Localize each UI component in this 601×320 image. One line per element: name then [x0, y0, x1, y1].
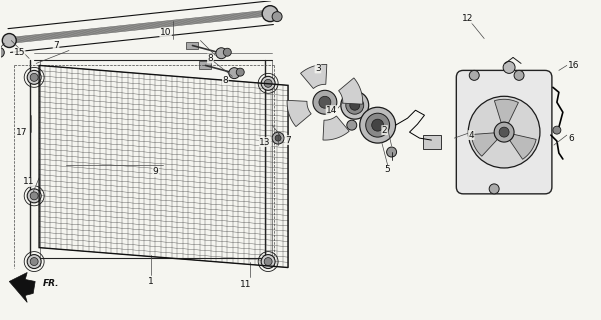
- Circle shape: [319, 96, 331, 108]
- Circle shape: [264, 258, 272, 266]
- Text: 1: 1: [148, 277, 153, 286]
- Text: 13: 13: [260, 138, 271, 147]
- Polygon shape: [323, 116, 349, 140]
- Circle shape: [386, 147, 397, 157]
- Circle shape: [229, 68, 240, 79]
- Circle shape: [469, 70, 479, 80]
- Circle shape: [553, 126, 561, 134]
- Text: FR.: FR.: [43, 279, 59, 288]
- Bar: [200, 61, 212, 69]
- Text: 6: 6: [568, 133, 574, 143]
- Circle shape: [262, 6, 278, 22]
- Circle shape: [350, 100, 360, 110]
- Text: 11: 11: [23, 177, 35, 187]
- Circle shape: [30, 192, 38, 200]
- Circle shape: [514, 70, 524, 80]
- Circle shape: [366, 113, 389, 137]
- Bar: [424, 135, 441, 149]
- Text: 15: 15: [13, 48, 25, 57]
- Circle shape: [313, 90, 337, 114]
- Polygon shape: [495, 99, 519, 123]
- Circle shape: [272, 12, 282, 22]
- Text: 7: 7: [53, 41, 59, 50]
- Circle shape: [30, 73, 38, 81]
- Text: 3: 3: [315, 64, 321, 73]
- Circle shape: [347, 120, 357, 130]
- Polygon shape: [338, 78, 363, 104]
- Circle shape: [346, 96, 364, 114]
- Text: 11: 11: [239, 280, 251, 289]
- Text: 12: 12: [462, 14, 473, 23]
- FancyBboxPatch shape: [456, 70, 552, 194]
- Text: 2: 2: [382, 126, 388, 135]
- Text: 8: 8: [207, 54, 213, 63]
- Polygon shape: [300, 64, 327, 89]
- Circle shape: [264, 79, 272, 87]
- Circle shape: [272, 132, 284, 144]
- Circle shape: [27, 255, 41, 268]
- Circle shape: [341, 91, 368, 119]
- Circle shape: [216, 48, 227, 59]
- Text: 17: 17: [16, 128, 27, 137]
- Circle shape: [360, 107, 395, 143]
- Circle shape: [236, 68, 244, 76]
- Circle shape: [503, 61, 515, 73]
- Circle shape: [371, 119, 383, 131]
- Text: 4: 4: [468, 131, 474, 140]
- Circle shape: [27, 70, 41, 84]
- Text: 5: 5: [385, 165, 391, 174]
- Circle shape: [468, 96, 540, 168]
- Text: 10: 10: [160, 28, 171, 37]
- Circle shape: [261, 76, 275, 90]
- Circle shape: [2, 34, 16, 47]
- Circle shape: [499, 127, 509, 137]
- Circle shape: [30, 258, 38, 266]
- Circle shape: [275, 135, 281, 141]
- Circle shape: [489, 184, 499, 194]
- Text: 16: 16: [568, 61, 579, 70]
- Polygon shape: [510, 134, 536, 159]
- Bar: [186, 42, 198, 50]
- Circle shape: [494, 122, 514, 142]
- Circle shape: [0, 47, 4, 58]
- Circle shape: [27, 189, 41, 203]
- Circle shape: [261, 255, 275, 268]
- Polygon shape: [287, 100, 311, 127]
- Text: 7: 7: [285, 136, 291, 145]
- Text: 9: 9: [153, 167, 159, 176]
- Polygon shape: [9, 273, 35, 302]
- Text: 8: 8: [222, 76, 228, 85]
- Circle shape: [224, 48, 231, 56]
- Polygon shape: [471, 133, 498, 156]
- Text: 14: 14: [326, 106, 338, 115]
